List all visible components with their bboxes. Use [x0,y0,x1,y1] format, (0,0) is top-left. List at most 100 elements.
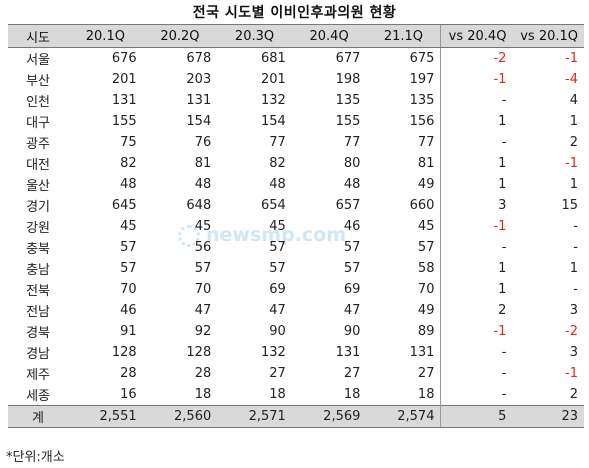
table-row: 제주 28 28 27 27 27- -1 [8,363,584,384]
count-cell: 131 [186,93,212,108]
count-cell: 57 [343,240,361,255]
count-cell: 27 [417,366,435,381]
change-cell: 5 [440,405,513,428]
count-cell: 90 [343,324,361,339]
region-cell: 대구 [26,116,50,131]
count-cell: 47 [343,303,361,318]
count-cell: 645 [111,198,137,213]
change-cell: -1 [565,366,578,381]
count-cell: 131 [111,93,137,108]
count-cell: 16 [120,387,137,402]
count-cell: 82 [120,156,137,171]
table-row: 충남 57 57 57 57 58 1 1 [8,258,584,279]
region-cell: 경기 [26,200,50,215]
column-header: vs 20.1Q [512,24,584,48]
count-cell: 675 [409,51,435,66]
count-cell: 660 [409,198,435,213]
column-header: 20.4Q [291,24,367,48]
count-cell: 57 [120,240,137,255]
region-cell: 부산 [26,74,50,89]
change-cell: 4 [569,93,578,108]
change-cell: - [573,219,578,234]
column-header: 20.1Q [68,24,143,48]
count-cell: 18 [343,387,361,402]
column-header: 20.2Q [142,24,218,48]
count-cell: 47 [269,303,286,318]
table-row: 강원 45 45 45 46 45 -1 - [8,216,584,237]
count-cell: 2,560 [142,405,218,428]
region-cell: 강원 [26,221,50,236]
data-table: 시도 20.1Q 20.2Q 20.3Q 20.4Q 21.1Q vs 20.4… [8,24,584,428]
count-cell: 132 [260,345,286,360]
count-cell: 197 [409,72,435,87]
count-cell: 57 [194,261,212,276]
region-cell: 충북 [26,242,50,257]
count-cell: 49 [417,303,435,318]
count-cell: 155 [111,114,137,129]
change-cell: -1 [565,156,578,171]
count-cell: 70 [417,282,435,297]
count-cell: 48 [194,177,212,192]
table-row: 경북 91 92 90 90 89 -1 -2 [8,321,584,342]
count-cell: 678 [186,51,212,66]
count-cell: 203 [186,72,212,87]
count-cell: 648 [186,198,212,213]
count-cell: 89 [417,324,435,339]
count-cell: 56 [194,240,212,255]
count-cell: 657 [335,198,361,213]
table-row: 울산 48 48 48 48 49 1 1 [8,174,584,195]
count-cell: 70 [194,282,212,297]
count-cell: 57 [269,240,286,255]
region-cell: 서울 [26,53,50,68]
count-cell: 2,569 [291,405,367,428]
count-cell: 81 [194,156,212,171]
region-cell: 전남 [26,305,50,320]
change-cell: - [440,90,513,111]
count-cell: 132 [260,93,286,108]
table-row: 대구 155 154 154 155 156 1 1 [8,111,584,132]
change-cell: 1 [569,177,578,192]
count-cell: 154 [186,114,212,129]
count-cell: 92 [194,324,212,339]
count-cell: 135 [335,93,361,108]
change-cell: 23 [512,405,584,428]
table-row: 대전 82 81 82 80 81 1 -1 [8,153,584,174]
column-header: 21.1Q [366,24,441,48]
count-cell: 201 [111,72,137,87]
header-row: 시도 20.1Q 20.2Q 20.3Q 20.4Q 21.1Q vs 20.4… [8,24,584,48]
count-cell: 80 [343,156,361,171]
count-cell: 18 [417,387,435,402]
count-cell: 155 [335,114,361,129]
change-cell: - [440,237,513,258]
change-cell: 3 [569,345,578,360]
change-cell: -1 [440,216,513,237]
change-cell: 1 [440,279,513,300]
count-cell: 57 [120,261,137,276]
region-cell: 광주 [26,137,50,152]
count-cell: 48 [343,177,361,192]
count-cell: 81 [417,156,435,171]
table-row: 충북 57 56 57 57 57- - [8,237,584,258]
change-cell: -1 [440,69,513,90]
count-cell: 76 [194,135,212,150]
count-cell: 57 [343,261,361,276]
region-cell: 울산 [26,179,50,194]
count-cell: 681 [260,51,286,66]
count-cell: 676 [111,51,137,66]
count-cell: 18 [194,387,212,402]
region-cell: 대전 [26,158,50,173]
table-row: 경기 645 648 654 657 660 3 15 [8,195,584,216]
change-cell: 15 [561,198,578,213]
change-cell: 1 [440,258,513,279]
count-cell: 2,551 [68,405,143,428]
change-cell: - [573,282,578,297]
count-cell: 45 [417,219,435,234]
region-cell: 인천 [26,95,50,110]
total-row: 계 2,551 2,560 2,571 2,569 2,574 5 23 [8,405,584,428]
count-cell: 135 [409,93,435,108]
count-cell: 45 [194,219,212,234]
count-cell: 198 [335,72,361,87]
table-row: 전남 46 47 47 47 49 2 3 [8,300,584,321]
count-cell: 57 [417,240,435,255]
count-cell: 27 [343,366,361,381]
